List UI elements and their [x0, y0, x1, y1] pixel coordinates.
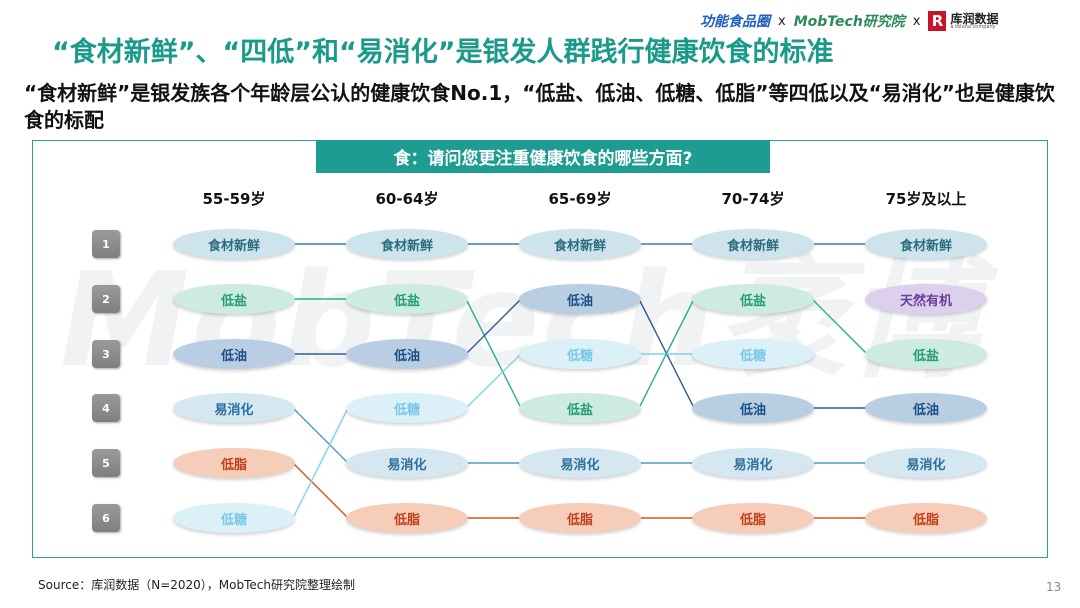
- kurun-name: 库润数据: [950, 11, 999, 26]
- ranking-node: 食材新鲜: [173, 229, 295, 259]
- rank-badge: 3: [92, 340, 120, 368]
- ranking-node: 易消化: [692, 448, 814, 478]
- ranking-node: 低脂: [519, 503, 641, 533]
- kurun-tagline: a toluna company: [950, 23, 996, 30]
- ranking-node: 天然有机: [865, 284, 987, 314]
- connector-line: [811, 298, 868, 355]
- page-title: “食材新鲜”、“四低”和“易消化”是银发人群践行健康饮食的标准: [52, 37, 834, 68]
- kurun-r-icon: R: [928, 11, 947, 31]
- connector-line: [292, 462, 349, 519]
- ranking-node: 低盐: [346, 284, 468, 314]
- rank-badge: 6: [92, 504, 120, 532]
- ranking-node: 易消化: [346, 448, 468, 478]
- kurun-logo: R 库润数据 a toluna company: [928, 11, 999, 31]
- connector-line: [292, 407, 349, 519]
- ranking-node: 食材新鲜: [865, 229, 987, 259]
- ranking-node: 低脂: [346, 503, 468, 533]
- source-note: Source：库润数据（N=2020），MobTech研究院整理绘制: [38, 578, 355, 592]
- ranking-node: 低糖: [519, 339, 641, 369]
- age-group-header: 70-74岁: [721, 190, 785, 208]
- connector-line: [465, 353, 522, 409]
- connector-line: [465, 298, 522, 409]
- connector-line: [465, 298, 522, 355]
- ranking-node: 低糖: [173, 503, 295, 533]
- ranking-node: 低脂: [865, 503, 987, 533]
- ranking-node: 食材新鲜: [519, 229, 641, 259]
- mobtech-logo: MobTech研究院: [793, 14, 905, 30]
- ranking-node: 低油: [519, 284, 641, 314]
- rank-badge: 4: [92, 394, 120, 422]
- ranking-node: 低盐: [519, 393, 641, 423]
- ranking-node: 低糖: [346, 393, 468, 423]
- ranking-node: 低油: [865, 393, 987, 423]
- ranking-node: 低盐: [173, 284, 295, 314]
- logo-separator: x: [778, 13, 786, 29]
- rank-badge: 2: [92, 285, 120, 313]
- age-group-header: 55-59岁: [202, 190, 266, 208]
- logo-bar: 功能食品圈 x MobTech研究院 x R 库润数据 a toluna com…: [700, 8, 999, 34]
- age-group-header: 60-64岁: [375, 190, 439, 208]
- page-number: 13: [1046, 580, 1062, 594]
- rank-badge: 5: [92, 449, 120, 477]
- ranking-node: 低油: [346, 339, 468, 369]
- ranking-node: 低脂: [173, 448, 295, 478]
- ranking-node: 易消化: [173, 393, 295, 423]
- watermark: MobTech袤博: [60, 244, 980, 396]
- logo-separator: x: [912, 13, 921, 29]
- question-banner: 食：请问您更注重健康饮食的哪些方面?: [316, 140, 770, 173]
- rank-badge: 1: [92, 230, 120, 258]
- connector-line: [292, 407, 349, 464]
- age-group-header: 65-69岁: [548, 190, 612, 208]
- functional-food-logo: 功能食品圈: [700, 14, 770, 30]
- ranking-node: 低油: [173, 339, 295, 369]
- ranking-node: 易消化: [519, 448, 641, 478]
- ranking-node: 食材新鲜: [692, 229, 814, 259]
- age-group-header: 75岁及以上: [885, 190, 967, 208]
- ranking-node: 低脂: [692, 503, 814, 533]
- ranking-node: 低油: [692, 393, 814, 423]
- ranking-node: 低糖: [692, 339, 814, 369]
- ranking-node: 食材新鲜: [346, 229, 468, 259]
- connector-line: [638, 298, 695, 409]
- ranking-node: 易消化: [865, 448, 987, 478]
- ranking-node: 低盐: [865, 339, 987, 369]
- ranking-node: 低盐: [692, 284, 814, 314]
- page-subtitle: “食材新鲜”是银发族各个年龄层公认的健康饮食No.1，“低盐、低油、低糖、低脂”…: [24, 81, 1055, 132]
